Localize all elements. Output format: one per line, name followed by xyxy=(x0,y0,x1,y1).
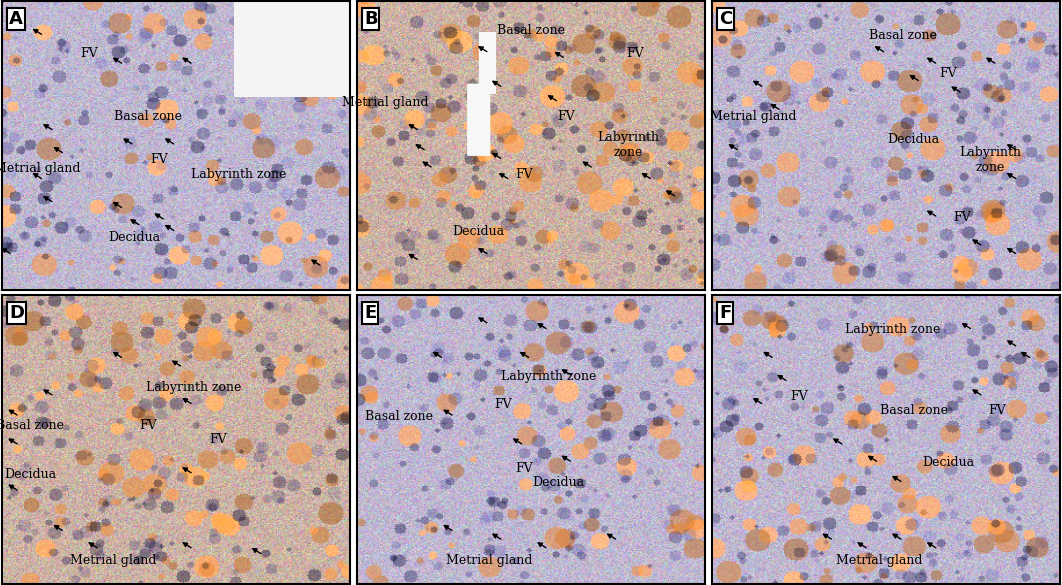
Text: B: B xyxy=(364,10,378,28)
Text: Labyrinth zone: Labyrinth zone xyxy=(191,168,287,181)
Text: FV: FV xyxy=(139,419,157,432)
Text: Labyrinth zone: Labyrinth zone xyxy=(845,324,941,336)
Text: Basal zone: Basal zone xyxy=(879,404,947,417)
Text: FV: FV xyxy=(81,47,98,60)
Text: Basal zone: Basal zone xyxy=(497,23,565,36)
Text: FV: FV xyxy=(209,433,226,446)
Text: FV: FV xyxy=(954,211,972,224)
Text: Decidua: Decidua xyxy=(533,476,585,490)
Text: C: C xyxy=(719,10,732,28)
Text: Metrial gland: Metrial gland xyxy=(342,95,428,109)
Text: D: D xyxy=(10,304,24,322)
Text: FV: FV xyxy=(627,47,645,60)
Text: Decidua: Decidua xyxy=(4,468,56,481)
Text: Metrial gland: Metrial gland xyxy=(0,162,80,175)
Text: FV: FV xyxy=(989,404,1006,417)
Text: FV: FV xyxy=(556,110,575,123)
Text: A: A xyxy=(10,10,23,28)
Text: Decidua: Decidua xyxy=(888,133,940,146)
Text: Labyrinth
zone: Labyrinth zone xyxy=(598,132,660,159)
Text: Basal zone: Basal zone xyxy=(0,419,64,432)
Text: Decidua: Decidua xyxy=(452,225,504,239)
Text: Labyrinth
zone: Labyrinth zone xyxy=(959,146,1022,174)
Text: Decidua: Decidua xyxy=(108,231,160,244)
Text: E: E xyxy=(364,304,376,322)
Text: Metrial gland: Metrial gland xyxy=(70,554,157,567)
Text: Labyrinth zone: Labyrinth zone xyxy=(500,370,596,383)
Text: FV: FV xyxy=(515,168,533,181)
Text: Basal zone: Basal zone xyxy=(364,410,433,423)
Text: FV: FV xyxy=(790,390,808,403)
Text: F: F xyxy=(719,304,731,322)
Text: FV: FV xyxy=(150,153,168,166)
Text: Metrial gland: Metrial gland xyxy=(836,554,922,567)
Text: Decidua: Decidua xyxy=(923,456,975,469)
Text: Labyrinth zone: Labyrinth zone xyxy=(145,381,241,394)
Text: Metrial gland: Metrial gland xyxy=(710,110,796,123)
Text: FV: FV xyxy=(940,67,957,80)
Text: Basal zone: Basal zone xyxy=(115,110,183,123)
Text: Metrial gland: Metrial gland xyxy=(446,554,532,567)
Text: Basal zone: Basal zone xyxy=(870,29,938,42)
Text: FV: FV xyxy=(494,398,512,411)
Text: FV: FV xyxy=(515,462,533,475)
